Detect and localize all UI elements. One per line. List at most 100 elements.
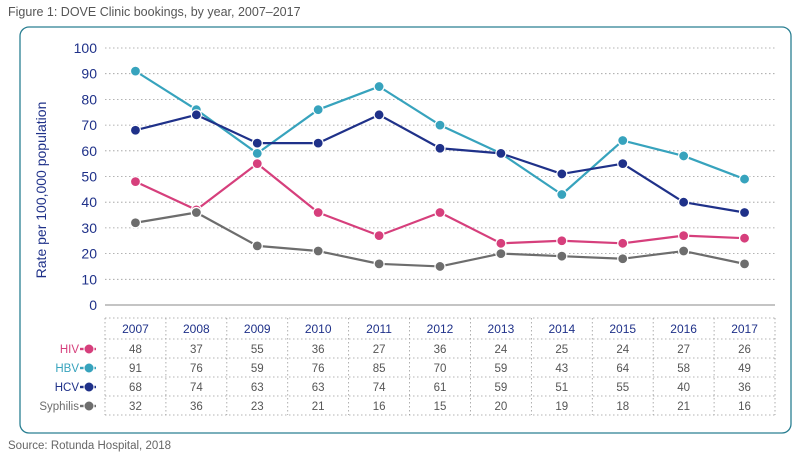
table-year-2017: 2017 (731, 322, 758, 336)
table-cell-hbv-2007: 91 (129, 363, 142, 375)
gridlines (105, 47, 775, 306)
series-line-hbv (134, 70, 745, 196)
point-hbv-2014 (556, 188, 568, 201)
table-cell-hiv-2008: 37 (190, 344, 203, 356)
series-lines (129, 65, 751, 273)
table-cell-hiv-2015: 24 (616, 344, 629, 356)
y-tick-label: 70 (81, 117, 97, 133)
point-syphilis-2010 (312, 245, 324, 257)
y-axis-label: Rate per 100,000 population (33, 102, 49, 279)
table-cell-syphilis-2012: 15 (434, 401, 447, 413)
point-syphilis-2016 (678, 245, 690, 257)
point-hiv-2015 (617, 237, 629, 249)
data-table: 2007 2008 2009 2010 2011 2012 2013 2014 2015 2016… (39, 317, 776, 416)
table-cell-hcv-2012: 61 (434, 382, 447, 394)
table-cell-syphilis-2016: 21 (677, 401, 690, 413)
point-hbv-2011 (373, 80, 385, 93)
y-tick-label: 10 (81, 271, 97, 287)
point-hcv-2008 (190, 109, 202, 121)
y-tick-label: 60 (81, 143, 97, 159)
point-hiv-2013 (495, 237, 507, 249)
point-syphilis-2015 (617, 253, 629, 265)
point-hiv-2011 (373, 230, 385, 242)
table-cell-hiv-2014: 25 (555, 344, 568, 356)
table-cell-syphilis-2011: 16 (373, 401, 386, 413)
legend-label-hbv: HBV (55, 363, 79, 375)
figure-title: Figure 1: DOVE Clinic bookings, by year,… (8, 5, 301, 19)
table-cell-hcv-2015: 55 (616, 382, 629, 394)
y-tick-label: 100 (74, 40, 98, 56)
y-tick-label: 0 (89, 297, 97, 313)
table-cell-hcv-2014: 51 (555, 382, 568, 394)
table-cell-syphilis-2007: 32 (129, 401, 142, 413)
table-cell-syphilis-2017: 16 (738, 401, 751, 413)
point-hbv-2015 (617, 134, 629, 147)
legend-marker-hcv (83, 381, 95, 393)
point-hcv-2017 (738, 206, 751, 219)
table-year-2014: 2014 (548, 322, 575, 336)
table-cell-hiv-2012: 36 (434, 344, 447, 356)
table-year-2013: 2013 (488, 322, 515, 336)
point-hiv-2010 (312, 206, 324, 219)
table-year-2008: 2008 (183, 322, 210, 336)
table-cell-syphilis-2010: 21 (312, 401, 325, 413)
chart-frame (19, 26, 792, 434)
legend-marker-syphilis (83, 400, 95, 412)
point-hbv-2009 (251, 147, 263, 159)
point-hiv-2012 (434, 206, 446, 219)
table-year-2007: 2007 (122, 322, 149, 336)
point-hiv-2007 (129, 176, 142, 188)
y-tick-label: 80 (81, 91, 97, 107)
table-year-2015: 2015 (609, 322, 636, 336)
point-syphilis-2008 (190, 206, 202, 219)
table-year-2016: 2016 (670, 322, 697, 336)
table-cell-hbv-2010: 76 (312, 363, 325, 375)
table-cell-hcv-2011: 74 (373, 382, 386, 394)
table-cell-hiv-2017: 26 (738, 344, 751, 356)
point-syphilis-2012 (434, 260, 446, 273)
table-cell-hcv-2008: 74 (190, 382, 203, 394)
series-line-hiv (134, 162, 745, 245)
point-hcv-2011 (373, 109, 385, 121)
point-hiv-2014 (556, 235, 568, 247)
table-cell-hbv-2016: 58 (677, 363, 690, 375)
legend-label-hiv: HIV (60, 344, 80, 356)
figure-source: Source: Rotunda Hospital, 2018 (8, 440, 172, 452)
table-cell-hiv-2016: 27 (677, 344, 690, 356)
point-hcv-2010 (312, 137, 324, 149)
point-hiv-2016 (678, 230, 690, 242)
point-hcv-2015 (617, 158, 629, 170)
table-cell-syphilis-2008: 36 (190, 401, 203, 413)
table-cell-hiv-2009: 55 (251, 344, 264, 356)
legend-marker-hbv (83, 362, 95, 374)
point-hbv-2012 (434, 119, 446, 131)
table-cell-hcv-2013: 59 (495, 382, 508, 394)
point-hbv-2016 (678, 150, 690, 162)
table-cell-hcv-2010: 63 (312, 382, 325, 394)
table-cell-hbv-2017: 49 (738, 363, 751, 375)
point-hbv-2017 (738, 173, 751, 185)
y-tick-label: 40 (81, 194, 97, 210)
table-cell-hbv-2012: 70 (434, 363, 447, 375)
table-cell-syphilis-2013: 20 (495, 401, 508, 413)
table-year-2010: 2010 (305, 322, 332, 336)
legend-label-syphilis: Syphilis (39, 401, 79, 413)
table-cell-hbv-2009: 59 (251, 363, 264, 375)
table-cell-hbv-2013: 59 (495, 363, 508, 375)
table-year-2009: 2009 (244, 322, 271, 336)
y-tick-label: 50 (81, 169, 97, 185)
legend-label-hcv: HCV (55, 382, 80, 394)
table-cell-hiv-2010: 36 (312, 344, 325, 356)
point-syphilis-2009 (251, 240, 263, 252)
point-hcv-2016 (678, 196, 690, 208)
table-cell-syphilis-2009: 23 (251, 401, 264, 413)
point-hcv-2009 (251, 137, 263, 149)
table-cell-hbv-2015: 64 (616, 363, 629, 375)
y-tick-label: 20 (81, 246, 97, 262)
point-syphilis-2011 (373, 258, 385, 270)
table-year-2012: 2012 (427, 322, 454, 336)
table-cell-hcv-2016: 40 (677, 382, 690, 394)
point-hcv-2007 (129, 124, 142, 136)
table-cell-hiv-2007: 48 (129, 344, 142, 356)
